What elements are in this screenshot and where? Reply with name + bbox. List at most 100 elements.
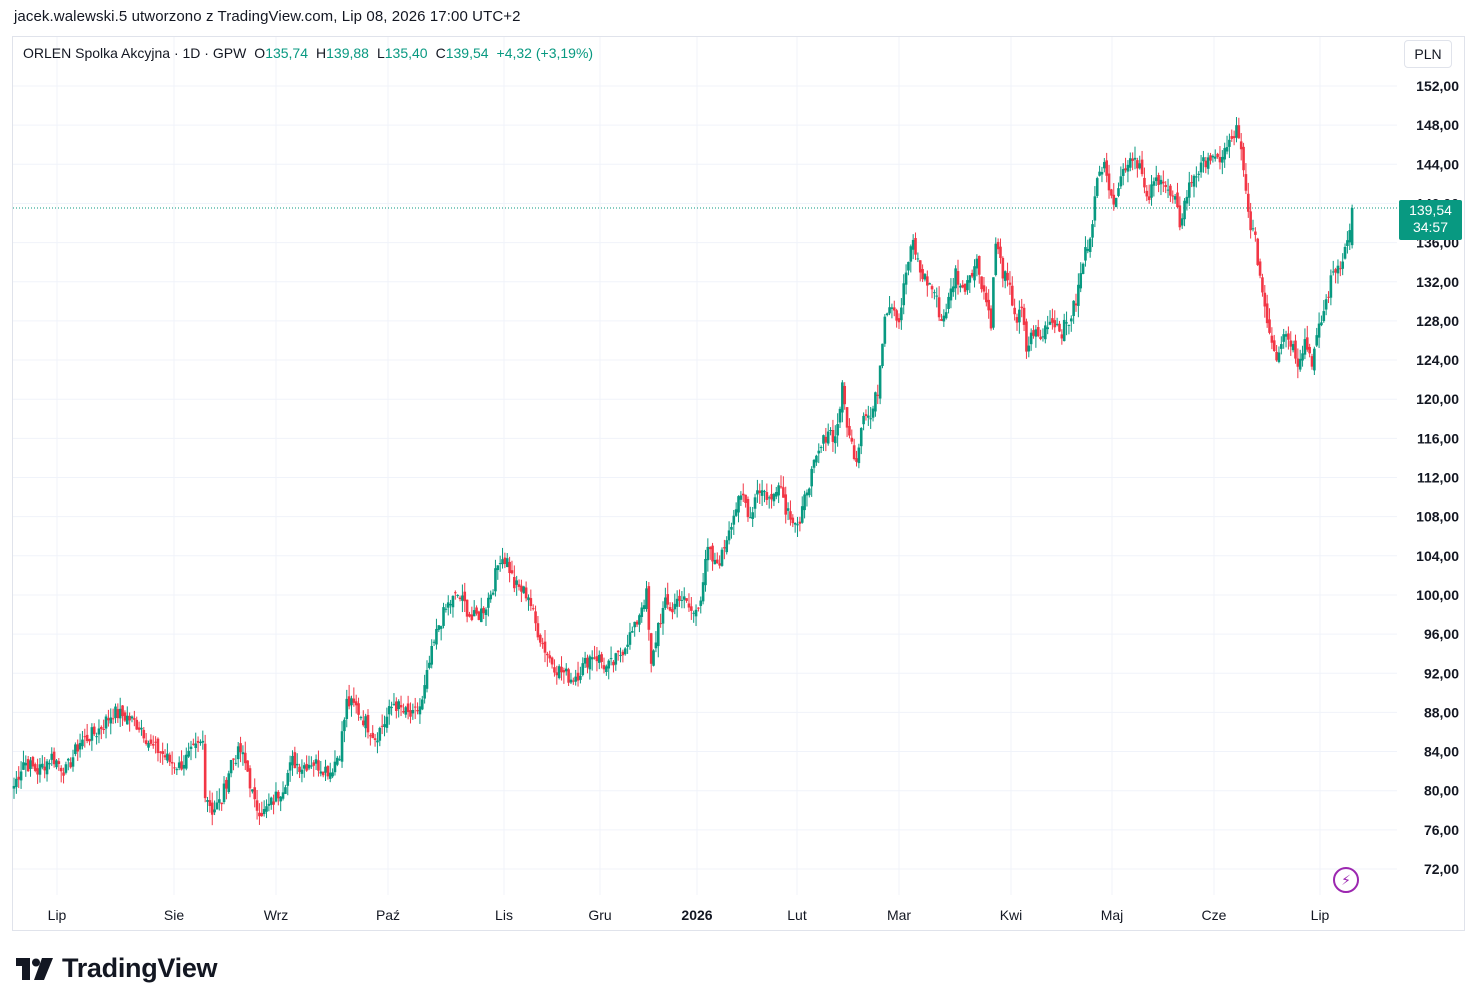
candle-body [826, 431, 830, 444]
candle-body [1133, 157, 1137, 160]
price-tick-label: 88,00 [1424, 704, 1459, 720]
candle-body [142, 729, 146, 739]
price-tick-label: 144,00 [1416, 156, 1459, 172]
candle-body [487, 597, 490, 608]
candle-body [864, 414, 868, 417]
candle-body [885, 313, 889, 316]
candle-body [567, 669, 570, 683]
candle-body [494, 568, 497, 592]
candle-body [496, 565, 500, 571]
candle-body [277, 791, 280, 799]
candle-body [609, 658, 613, 660]
candle-body [1204, 160, 1208, 168]
candle-body [300, 769, 304, 774]
candle-body [942, 315, 946, 322]
candle-body [74, 744, 77, 755]
candle-body [418, 706, 422, 715]
candle-body [456, 594, 459, 596]
candle-body [92, 726, 96, 735]
candle-body [1018, 309, 1021, 323]
candle-body [933, 292, 936, 294]
candle-body [1140, 159, 1144, 175]
last-price-badge: 139,54 34:57 [1399, 200, 1462, 240]
candle-body [373, 738, 377, 740]
candle-body [1157, 175, 1160, 185]
candle-body [88, 739, 91, 742]
candle-body [878, 365, 882, 399]
candle-body [168, 754, 172, 763]
candle-body [1199, 162, 1203, 173]
candle-body [758, 490, 762, 493]
candle-body [966, 280, 969, 291]
candle-body [1270, 335, 1274, 343]
candle-body [1126, 164, 1130, 172]
candle-body [144, 740, 148, 744]
candle-body [1287, 333, 1290, 340]
candle-body [784, 494, 788, 515]
candle-body [1079, 273, 1083, 289]
candle-body [649, 633, 653, 664]
candle-body [867, 415, 870, 418]
candle-body [1084, 247, 1087, 261]
candle-body [859, 428, 863, 447]
candle-body [1029, 332, 1033, 345]
candle-body [779, 486, 783, 488]
candle-body [914, 238, 917, 255]
candle-body [347, 696, 351, 707]
candle-body [730, 526, 733, 530]
candle-body [208, 800, 212, 806]
candle-body [531, 608, 535, 610]
candle-body [1176, 192, 1179, 208]
candle-body [654, 642, 658, 649]
candle-body [463, 591, 467, 602]
currency-button[interactable]: PLN [1404, 40, 1452, 68]
candle-body [406, 703, 410, 713]
candle-body [711, 545, 714, 562]
candle-body [940, 318, 943, 321]
candle-body [359, 717, 363, 719]
candle-body [999, 246, 1002, 259]
candle-body [987, 299, 990, 311]
candle-body [1272, 340, 1276, 352]
candle-body [659, 623, 662, 625]
candle-body [1069, 318, 1073, 322]
price-tick-label: 100,00 [1416, 587, 1459, 603]
candle-body [576, 672, 580, 681]
candle-body [1100, 172, 1104, 175]
price-tick-label: 72,00 [1424, 861, 1459, 877]
candle-body [586, 657, 589, 668]
candle-body [833, 436, 837, 444]
price-tick-label: 104,00 [1416, 548, 1459, 564]
candle-body [699, 600, 703, 606]
price-tick-label: 152,00 [1416, 78, 1459, 94]
candle-body [387, 706, 391, 715]
candle-body [1048, 321, 1052, 325]
candle-body [902, 283, 906, 306]
candle-body [1216, 153, 1219, 157]
candle-body [774, 492, 778, 497]
candle-body [19, 771, 23, 781]
candle-body [855, 458, 858, 462]
candle-body [128, 715, 131, 721]
high-label: H [316, 45, 327, 61]
candle-body [1091, 224, 1094, 238]
candle-body [673, 603, 677, 610]
candle-body [159, 751, 162, 753]
candle-body [446, 602, 450, 608]
candle-body [298, 766, 301, 773]
candle-body [616, 650, 620, 653]
lightning-bolt-icon[interactable]: ⚡ [1333, 867, 1359, 893]
candle-body [472, 610, 476, 617]
candle-body [631, 631, 634, 633]
candle-body [590, 657, 594, 660]
candle-body [173, 767, 176, 769]
candle-body [76, 744, 80, 752]
candle-body [437, 625, 441, 630]
candle-body [444, 608, 448, 610]
candle-body [458, 597, 462, 600]
candle-body [1244, 174, 1248, 191]
candle-body [564, 668, 568, 672]
price-tick-label: 124,00 [1416, 352, 1459, 368]
candle-body [701, 582, 705, 602]
candle-body [628, 632, 632, 645]
